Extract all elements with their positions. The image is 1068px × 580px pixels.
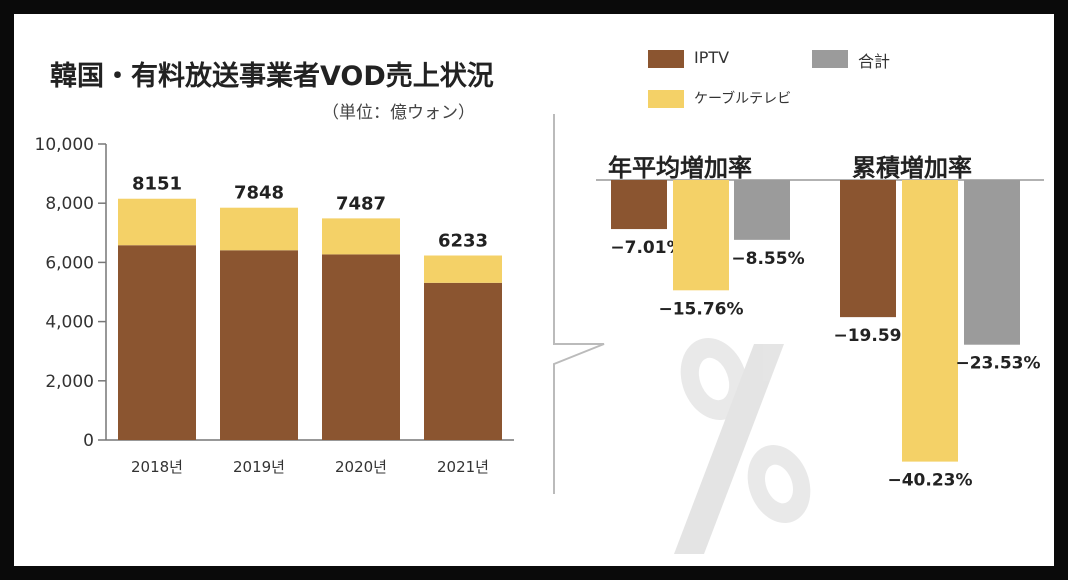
bar-cable — [322, 218, 400, 255]
bar-total-label: 6233 — [438, 231, 488, 252]
cumulative-growth-bar — [964, 180, 1020, 345]
x-tick-label: 2021년 — [437, 458, 489, 476]
avg-growth-value-label: −8.55% — [731, 249, 804, 269]
y-tick-label: 6,000 — [45, 253, 94, 273]
bar-cable — [424, 255, 502, 283]
cumulative-growth-bar — [902, 180, 958, 462]
cumulative-growth-title: 累積増加率 — [852, 154, 972, 182]
legend-swatch-cable — [648, 90, 684, 108]
legend-label-total: 合計 — [858, 52, 891, 71]
avg-growth-bar — [611, 180, 667, 230]
bar-iptv — [118, 245, 196, 440]
chart-unit-subtitle: （単位：億ウォン） — [322, 103, 475, 123]
y-tick-label: 10,000 — [35, 135, 94, 155]
x-tick-label: 2019년 — [233, 458, 285, 476]
bar-total-label: 7848 — [234, 183, 284, 204]
callout-divider — [553, 114, 605, 494]
chart-panel: 韓国・有料放送事業者VOD売上状況 （単位：億ウォン） IPTV 合計 ケーブル… — [14, 14, 1054, 566]
legend-label-cable: ケーブルテレビ — [694, 91, 792, 107]
legend-swatch-iptv — [648, 50, 684, 68]
bar-cable — [220, 207, 298, 251]
cumulative-growth-value-label: −40.23% — [887, 471, 972, 491]
percent-decoration-icon — [674, 338, 811, 554]
x-tick-label: 2020년 — [335, 458, 387, 476]
y-tick-label: 2,000 — [45, 372, 94, 392]
bar-iptv — [322, 254, 400, 440]
x-tick-label: 2018년 — [131, 458, 183, 476]
chart-svg: 0 2,000 4,000 6,000 8,000 10,000 8151 2018년 7848… — [35, 114, 1044, 554]
y-tick-label: 0 — [83, 431, 94, 451]
chart-title: 韓国・有料放送事業者VOD売上状況 — [50, 61, 494, 92]
avg-growth-title: 年平均増加率 — [608, 154, 752, 182]
legend-label-iptv: IPTV — [694, 48, 730, 67]
bar-iptv — [220, 250, 298, 440]
cumulative-growth-bar — [840, 180, 896, 318]
bar-total-label: 8151 — [132, 174, 182, 195]
y-tick-label: 8,000 — [45, 194, 94, 214]
cumulative-growth-value-label: −19.59% — [833, 326, 918, 346]
avg-growth-bar — [734, 180, 790, 240]
bar-total-label: 7487 — [336, 193, 386, 214]
y-tick-label: 4,000 — [45, 313, 94, 333]
avg-growth-bar — [673, 180, 729, 291]
legend-swatch-total — [812, 50, 848, 68]
avg-growth-value-label: −15.76% — [658, 299, 743, 319]
bar-cable — [118, 198, 196, 246]
bar-iptv — [424, 282, 502, 440]
avg-growth-value-label: −7.01% — [610, 238, 683, 258]
cumulative-growth-value-label: −23.53% — [955, 354, 1040, 374]
